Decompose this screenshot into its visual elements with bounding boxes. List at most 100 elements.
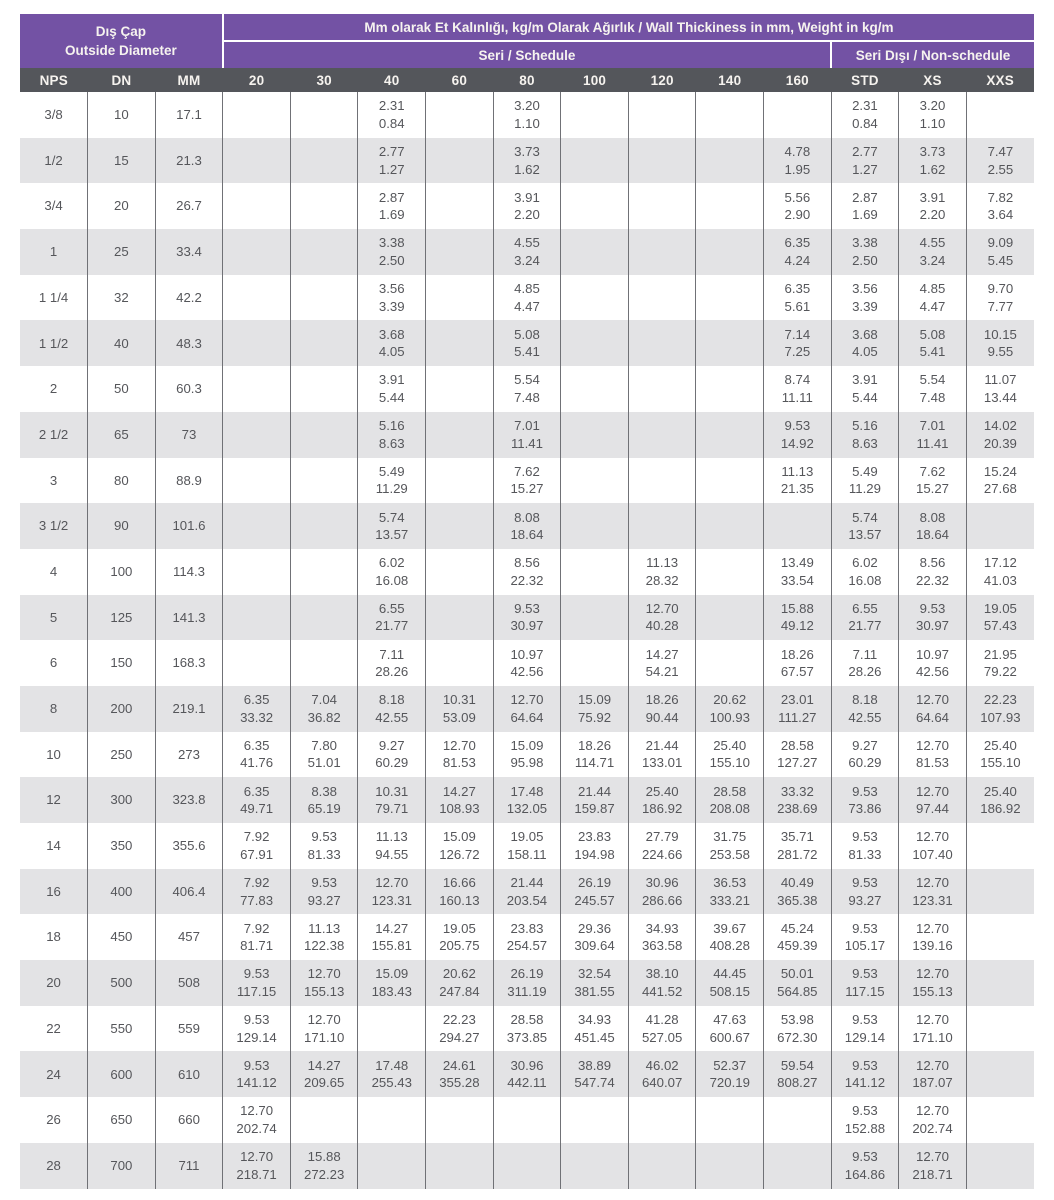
value-cell-30: 14.27 209.65 [289, 1051, 358, 1098]
value-cell-80 [492, 1097, 561, 1143]
thickness-value: 9.27 [378, 737, 405, 753]
mm-cell: 73 [154, 411, 223, 458]
value-cell-100: 29.36 309.64 [560, 914, 629, 961]
thickness-value: 9.09 [987, 235, 1014, 251]
value-cell-40: 3.38 2.50 [357, 229, 426, 275]
thickness-value: 7.11 [852, 646, 878, 662]
weight-value: 18.64 [510, 527, 544, 543]
value-cell-100 [560, 320, 629, 367]
value-cell-100 [560, 548, 629, 595]
nps-cell: 1/2 [44, 152, 63, 168]
thickness-value: 21.44 [645, 737, 679, 753]
thickness-value: 12.70 [240, 1149, 274, 1165]
weight-value: 245.57 [574, 892, 615, 908]
column-header-30: 30 [290, 68, 358, 92]
weight-value: 183.43 [371, 983, 412, 999]
value-cell-xxs [965, 914, 1034, 961]
value-cell-120: 41.28 527.05 [627, 1005, 696, 1052]
value-cell-120 [627, 503, 696, 549]
value-cell-40: 5.74 13.57 [357, 503, 426, 549]
nps-cell: 14 [46, 838, 61, 854]
thickness-value: 17.48 [510, 783, 544, 799]
nps-cell: 2 1/2 [38, 426, 69, 442]
weight-value: 13.57 [375, 527, 409, 543]
weight-value: 1.62 [919, 161, 946, 177]
table-header: Dış Çap Outside Diameter Mm olarak Et Ka… [20, 14, 1034, 92]
value-cell-120 [627, 137, 696, 184]
dn-cell: 350 [87, 823, 156, 869]
value-cell-120 [627, 92, 696, 138]
thickness-value: 23.01 [780, 692, 814, 708]
value-cell-std: 9.53 164.86 [830, 1142, 899, 1189]
value-cell-xxs [965, 1142, 1034, 1189]
value-cell-160 [763, 503, 832, 549]
weight-value: 93.27 [307, 892, 341, 908]
weight-value: 97.44 [916, 801, 950, 817]
thickness-value: 3.91 [378, 372, 405, 388]
weight-value: 108.93 [439, 801, 480, 817]
weight-value: 40.28 [645, 618, 679, 634]
value-cell-120: 38.10 441.52 [627, 960, 696, 1006]
weight-value: 1.27 [378, 161, 405, 177]
thickness-value: 6.35 [243, 692, 270, 708]
value-cell-60 [425, 1097, 494, 1143]
thickness-value: 4.85 [919, 281, 946, 297]
value-cell-xs: 9.53 30.97 [898, 594, 967, 641]
weight-value: 155.81 [371, 938, 412, 954]
thickness-value: 34.93 [645, 920, 679, 936]
thickness-value: 12.70 [916, 1149, 950, 1165]
value-cell-std: 9.53 81.33 [830, 823, 899, 869]
value-cell-80: 15.09 95.98 [492, 731, 561, 778]
weight-value: 42.56 [916, 664, 950, 680]
value-cell-80: 10.97 42.56 [492, 640, 561, 686]
table-row: 3/4 20 26.7 2.87 1.69 3.91 2.20 5.56 2.90 2.87 1.6… [20, 183, 1034, 230]
value-cell-160: 13.49 33.54 [763, 548, 832, 595]
value-cell-100 [560, 92, 629, 138]
value-cell-20: 7.92 77.83 [222, 868, 291, 915]
weight-value: 247.84 [439, 983, 480, 999]
value-cell-80: 21.44 203.54 [492, 868, 561, 915]
value-cell-140 [695, 366, 764, 412]
table-row: 2 1/2 65 73 5.16 8.63 7.01 11.41 9.53 14.92 5.16 8… [20, 411, 1034, 458]
nps-cell: 3/4 [44, 198, 63, 214]
thickness-value: 24.61 [442, 1057, 476, 1073]
weight-value: 28.26 [848, 664, 882, 680]
value-cell-xs: 5.08 5.41 [898, 320, 967, 367]
weight-value: 132.05 [506, 801, 548, 817]
value-cell-140 [695, 320, 764, 367]
weight-value: 5.44 [378, 389, 405, 405]
value-cell-20 [222, 92, 291, 138]
value-cell-140 [695, 503, 764, 549]
mm-cell: 101.6 [154, 503, 223, 549]
weight-value: 20.39 [983, 435, 1017, 451]
thickness-value: 7.80 [311, 737, 337, 753]
weight-value: 224.66 [641, 846, 683, 862]
value-cell-xxs: 10.15 9.55 [965, 320, 1034, 367]
value-cell-std: 6.02 16.08 [830, 548, 899, 595]
value-cell-xxs: 7.82 3.64 [965, 183, 1034, 230]
value-cell-80: 4.85 4.47 [492, 274, 561, 321]
mm-cell: 17.1 [154, 92, 223, 138]
value-cell-20 [222, 548, 291, 595]
thickness-value: 28.58 [780, 737, 814, 753]
thickness-value: 5.16 [378, 418, 405, 434]
column-header-mm: MM [155, 68, 223, 92]
value-cell-std: 3.68 4.05 [830, 320, 899, 367]
value-cell-20: 6.35 33.32 [222, 685, 291, 732]
thickness-value: 2.87 [852, 189, 878, 205]
weight-value: 65.19 [307, 801, 341, 817]
dn-cell: 450 [87, 914, 156, 961]
value-cell-100: 18.26 114.71 [560, 731, 629, 778]
thickness-value: 15.88 [780, 600, 814, 616]
nps-cell: 1 [49, 244, 58, 260]
value-cell-xs: 8.56 22.32 [898, 548, 967, 595]
weight-value: 208.08 [709, 801, 750, 817]
thickness-value: 23.83 [510, 920, 544, 936]
dn-cell: 600 [87, 1051, 156, 1098]
value-cell-80: 30.96 442.11 [492, 1051, 561, 1098]
value-cell-160 [763, 1142, 832, 1189]
value-cell-std: 5.74 13.57 [830, 503, 899, 549]
nps-cell: 10 [46, 746, 61, 762]
weight-value: 81.71 [240, 938, 274, 954]
weight-value: 16.08 [375, 572, 409, 588]
